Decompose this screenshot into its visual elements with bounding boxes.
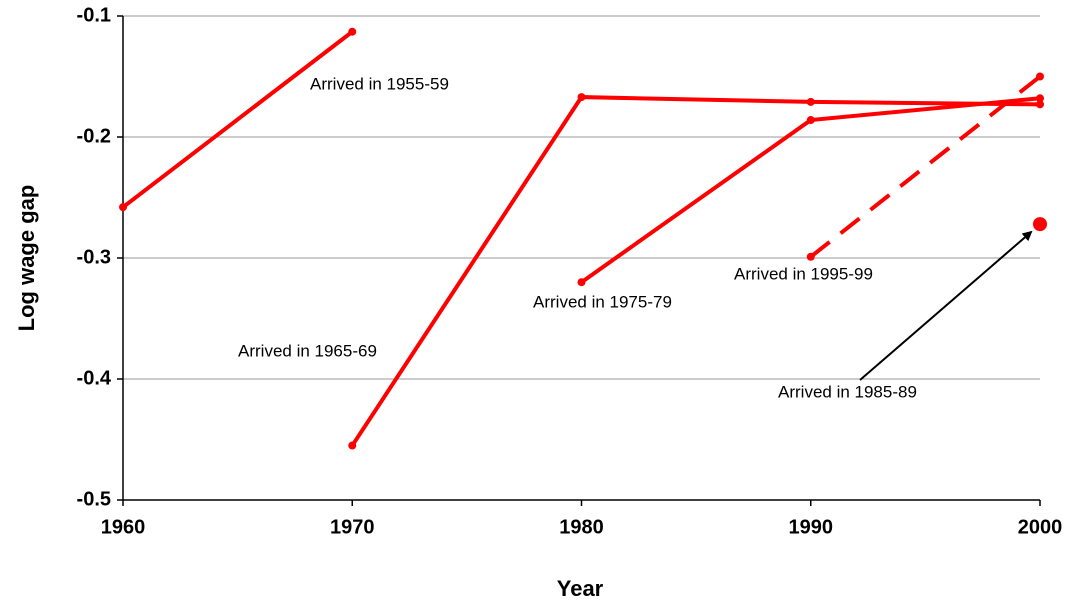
y-axis-title: Log wage gap bbox=[14, 185, 39, 332]
data-point bbox=[119, 203, 127, 212]
x-tick-label: 1970 bbox=[330, 516, 375, 538]
series-label: Arrived in 1955-59 bbox=[310, 74, 449, 93]
data-point bbox=[577, 278, 586, 287]
y-tick-label: -0.3 bbox=[77, 246, 111, 268]
y-tick-label: -0.4 bbox=[77, 367, 112, 389]
y-tick-label: -0.2 bbox=[77, 125, 111, 147]
y-tick-label: -0.1 bbox=[77, 4, 111, 26]
data-point bbox=[1036, 100, 1044, 109]
x-tick-label: 2000 bbox=[1018, 516, 1063, 538]
series-line bbox=[121, 30, 354, 209]
series-line bbox=[350, 95, 1041, 447]
series-label: Arrived in 1975-79 bbox=[533, 292, 672, 311]
series-label: Arrived in 1985-89 bbox=[778, 382, 917, 401]
data-point bbox=[806, 252, 815, 261]
data-point bbox=[1033, 217, 1047, 232]
data-point bbox=[1036, 72, 1044, 81]
data-point bbox=[348, 441, 357, 450]
data-point bbox=[348, 27, 357, 36]
data-point bbox=[1036, 94, 1044, 103]
x-tick-label: 1990 bbox=[789, 516, 834, 538]
data-point bbox=[806, 116, 815, 125]
annotation-arrow bbox=[859, 230, 1033, 381]
x-axis-title: Year bbox=[557, 576, 604, 601]
y-tick-label: -0.5 bbox=[77, 488, 111, 510]
data-point bbox=[577, 93, 586, 102]
series-line bbox=[809, 74, 1042, 259]
x-tick-label: 1960 bbox=[101, 516, 146, 538]
data-point bbox=[806, 97, 815, 106]
x-tick-label: 1980 bbox=[559, 516, 604, 538]
series-label: Arrived in 1995-99 bbox=[734, 264, 873, 283]
series-label: Arrived in 1965-69 bbox=[238, 341, 377, 360]
